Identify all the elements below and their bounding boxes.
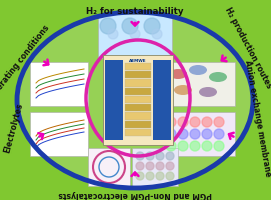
Circle shape (136, 162, 144, 170)
Circle shape (202, 141, 212, 151)
Ellipse shape (199, 87, 217, 97)
Text: Operating conditions: Operating conditions (0, 23, 52, 101)
FancyBboxPatch shape (125, 71, 151, 78)
Circle shape (166, 141, 176, 151)
Circle shape (130, 29, 140, 39)
Circle shape (178, 141, 188, 151)
Text: H₂ production routes: H₂ production routes (223, 6, 271, 90)
FancyBboxPatch shape (125, 96, 151, 103)
FancyBboxPatch shape (88, 148, 130, 186)
Circle shape (166, 152, 174, 160)
Text: Electrolytes: Electrolytes (3, 102, 25, 154)
Circle shape (108, 29, 118, 39)
Circle shape (214, 141, 224, 151)
Circle shape (146, 152, 154, 160)
FancyBboxPatch shape (30, 112, 88, 156)
FancyBboxPatch shape (125, 104, 151, 111)
Circle shape (166, 117, 176, 127)
Ellipse shape (189, 65, 207, 75)
Circle shape (178, 117, 188, 127)
Circle shape (166, 129, 176, 139)
Text: PGM and Non-PGM electrocatalysts: PGM and Non-PGM electrocatalysts (58, 189, 212, 198)
Ellipse shape (17, 12, 253, 188)
FancyBboxPatch shape (125, 129, 151, 136)
Circle shape (156, 162, 164, 170)
Ellipse shape (174, 85, 192, 95)
Circle shape (190, 117, 200, 127)
Circle shape (156, 152, 164, 160)
FancyBboxPatch shape (125, 112, 151, 120)
Text: H₂ for sustainability: H₂ for sustainability (86, 7, 184, 16)
Circle shape (136, 172, 144, 180)
FancyBboxPatch shape (132, 148, 178, 186)
Circle shape (144, 18, 160, 34)
Circle shape (152, 29, 162, 39)
Circle shape (178, 129, 188, 139)
Circle shape (166, 172, 174, 180)
FancyBboxPatch shape (163, 62, 235, 106)
Circle shape (214, 129, 224, 139)
FancyBboxPatch shape (125, 79, 151, 87)
Text: Anion exchange membrane: Anion exchange membrane (243, 59, 271, 177)
Circle shape (190, 141, 200, 151)
FancyBboxPatch shape (153, 60, 171, 140)
Circle shape (166, 162, 174, 170)
Circle shape (146, 162, 154, 170)
Text: AEMWE: AEMWE (129, 59, 147, 63)
Circle shape (156, 172, 164, 180)
Circle shape (136, 152, 144, 160)
Ellipse shape (169, 69, 187, 79)
Circle shape (190, 129, 200, 139)
FancyBboxPatch shape (163, 112, 235, 156)
Circle shape (202, 129, 212, 139)
FancyBboxPatch shape (125, 121, 151, 128)
FancyBboxPatch shape (103, 55, 173, 145)
FancyBboxPatch shape (105, 60, 123, 140)
FancyBboxPatch shape (125, 88, 151, 95)
Circle shape (122, 18, 138, 34)
Circle shape (100, 18, 116, 34)
Ellipse shape (209, 72, 227, 82)
FancyBboxPatch shape (30, 62, 88, 106)
Circle shape (146, 172, 154, 180)
FancyBboxPatch shape (98, 14, 172, 58)
Circle shape (202, 117, 212, 127)
FancyBboxPatch shape (125, 63, 151, 70)
Circle shape (214, 117, 224, 127)
